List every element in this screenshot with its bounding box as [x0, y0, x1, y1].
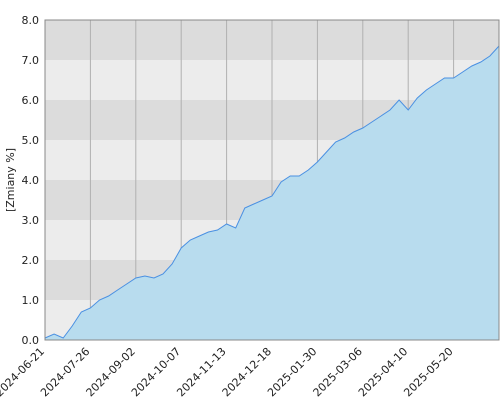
- y-tick-label: 5.0: [22, 134, 40, 147]
- y-tick-label: 4.0: [22, 174, 40, 187]
- line: [44, 45, 500, 339]
- y-tick-label: 2.0: [22, 254, 40, 267]
- x-tick-label: 2025-05-20: [401, 345, 455, 399]
- area: [45, 46, 499, 340]
- y-tick-label: 6.0: [22, 94, 40, 107]
- y-tick-label: 3.0: [22, 214, 40, 227]
- y-tick-label: 7.0: [22, 54, 40, 67]
- y-tick-label: 0.0: [22, 334, 40, 347]
- plot-border: [44, 19, 500, 341]
- y-tick-label: 1.0: [22, 294, 40, 307]
- y-axis-label: [Zmiany %]: [4, 148, 17, 212]
- y-tick-label: 8.0: [22, 14, 40, 27]
